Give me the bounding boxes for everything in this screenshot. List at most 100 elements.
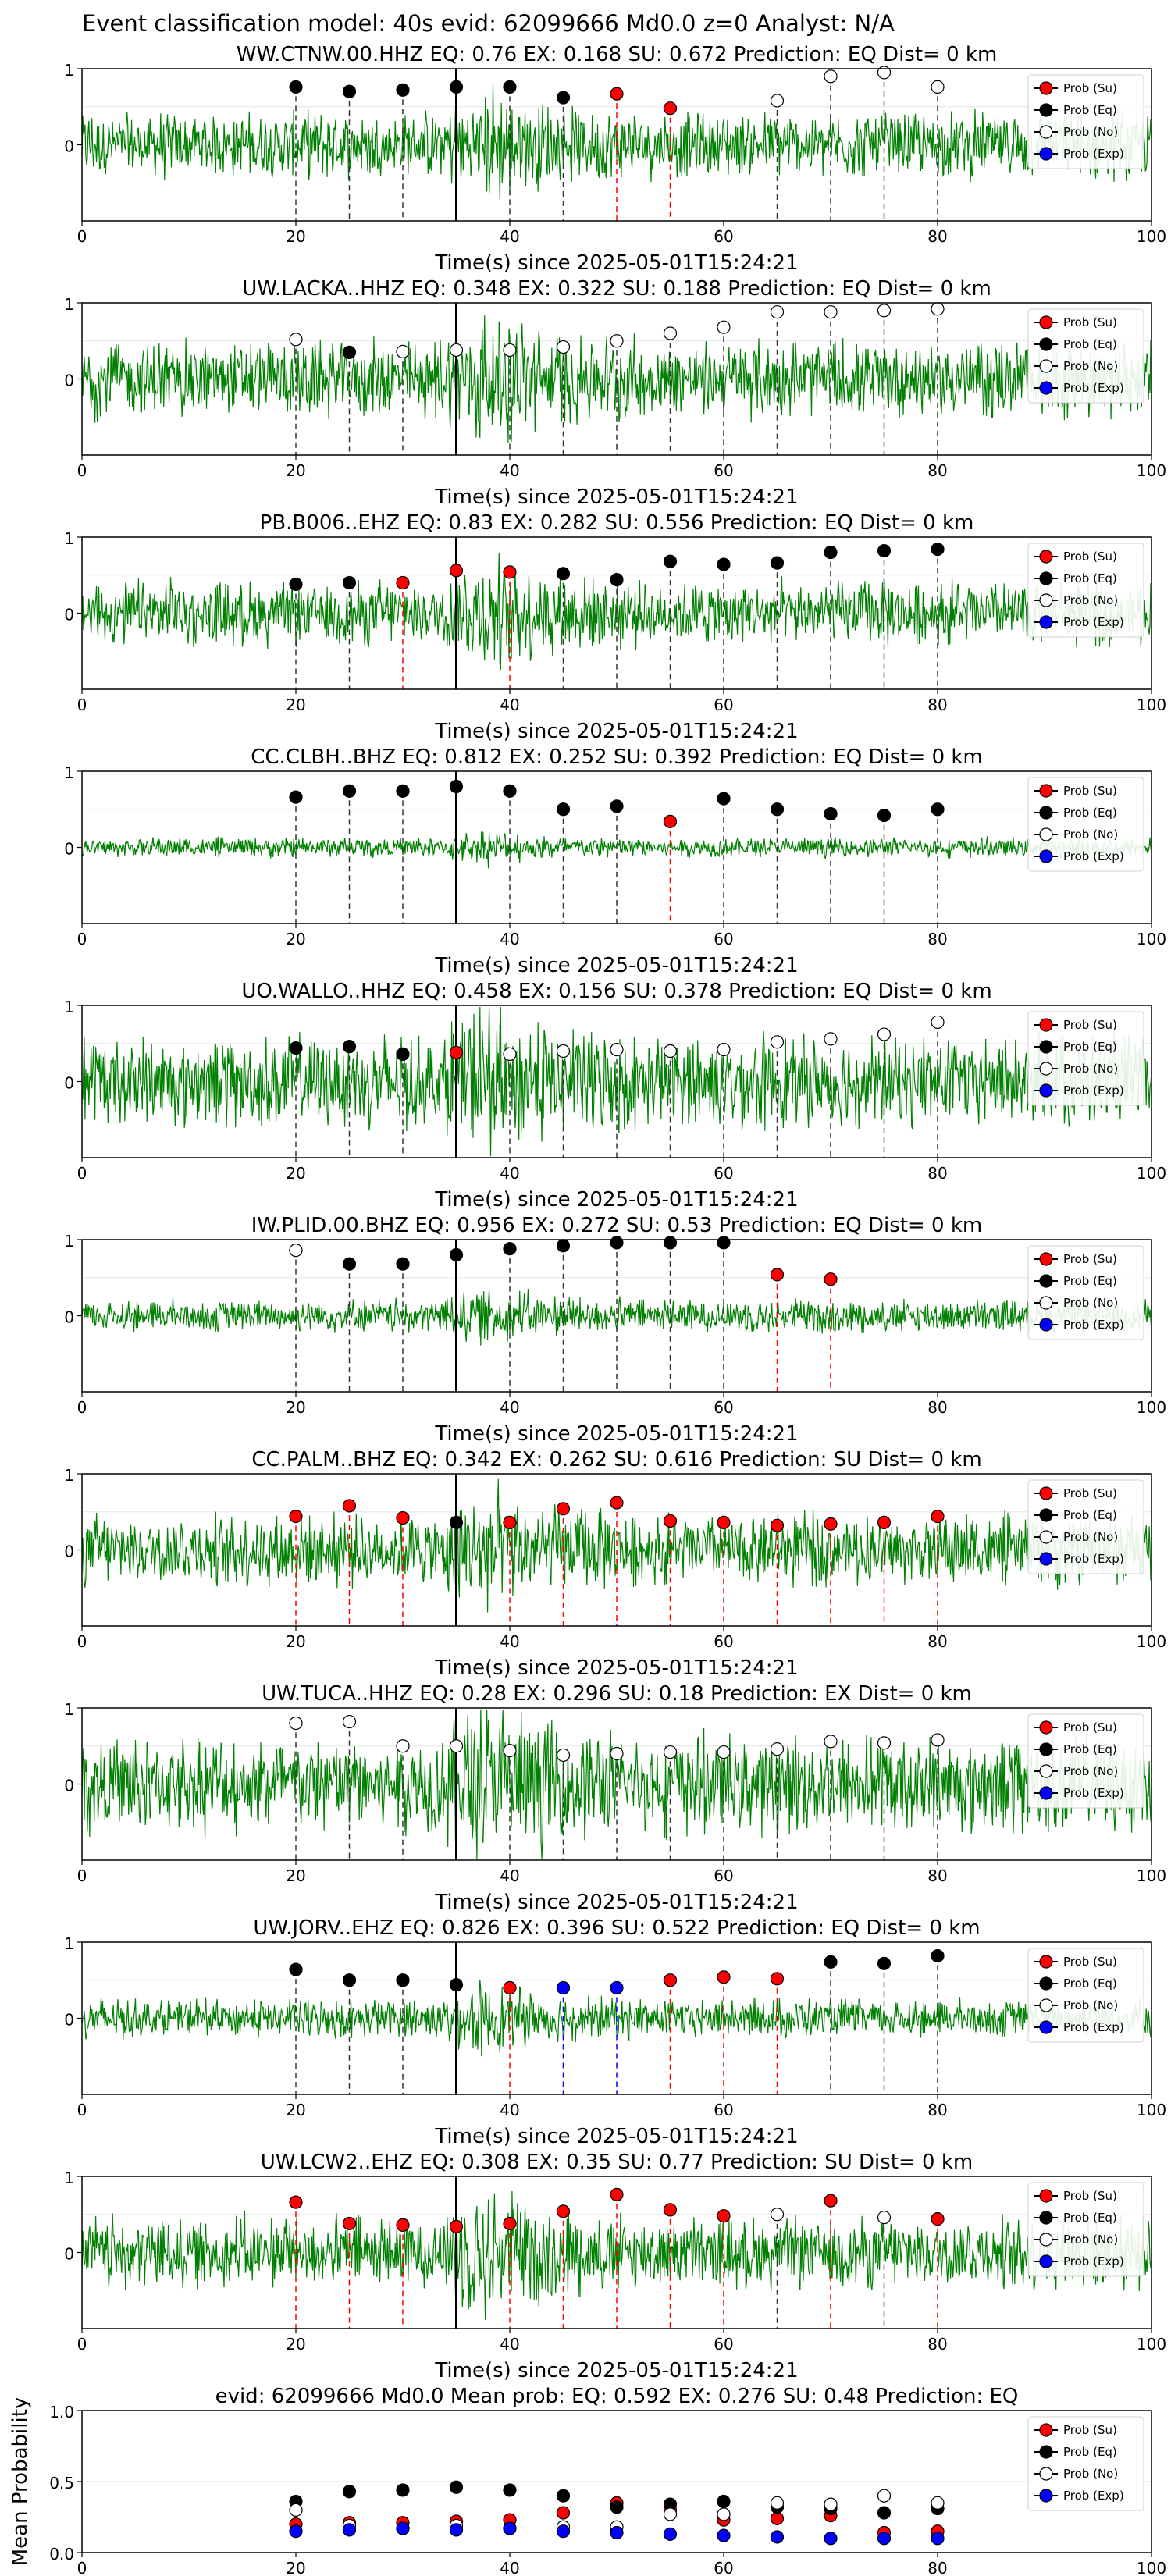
prob-marker-no <box>824 69 838 84</box>
x-tick-label: 80 <box>927 1632 947 1651</box>
panel-1: WW.CTNW.00.HHZ EQ: 0.76 EX: 0.168 SU: 0.… <box>64 43 1166 275</box>
y-tick-label: 0 <box>64 1777 74 1795</box>
mean-marker-no <box>824 2497 838 2511</box>
legend-marker <box>1039 1486 1053 1500</box>
panel-4: CC.CLBH..BHZ EQ: 0.812 EX: 0.252 SU: 0.3… <box>64 745 1166 977</box>
legend-label: Prob (Exp) <box>1063 147 1124 161</box>
prob-marker-eq <box>449 80 464 94</box>
x-axis-label: Time(s) since 2025-05-01T15:24:21 <box>434 486 798 509</box>
x-axis-label: Time(s) since 2025-05-01T15:24:21 <box>434 720 798 743</box>
panel-title: UO.WALLO..HHZ EQ: 0.458 EX: 0.156 SU: 0.… <box>241 980 991 1003</box>
legend-marker <box>1039 1083 1053 1098</box>
x-tick-label: 20 <box>286 1164 305 1183</box>
prob-marker-no <box>503 1744 517 1758</box>
legend-marker <box>1039 849 1053 863</box>
prob-marker-no <box>877 66 892 80</box>
legend-marker <box>1039 1786 1053 1800</box>
panel-3: PB.B006..EHZ EQ: 0.83 EX: 0.282 SU: 0.55… <box>64 511 1166 743</box>
legend-label: Prob (Su) <box>1063 2423 1117 2437</box>
x-tick-label: 80 <box>927 2101 947 2119</box>
legend-label: Prob (Exp) <box>1063 2489 1124 2503</box>
prob-marker-su <box>342 2216 357 2231</box>
prob-marker-su <box>610 2187 624 2201</box>
mean-marker-eq <box>503 2483 517 2497</box>
legend-label: Prob (Exp) <box>1063 381 1124 395</box>
x-tick-label: 80 <box>927 930 947 948</box>
x-tick-label: 0 <box>77 930 87 948</box>
prob-marker-no <box>663 1044 678 1059</box>
x-tick-label: 0 <box>77 461 87 480</box>
panel-title: UW.TUCA..HHZ EQ: 0.28 EX: 0.296 SU: 0.18… <box>262 1682 972 1706</box>
legend-label: Prob (No) <box>1063 125 1118 139</box>
x-tick-label: 60 <box>714 461 733 480</box>
legend-marker <box>1039 1764 1053 1778</box>
prob-marker-no <box>289 1244 303 1258</box>
legend-marker <box>1039 1062 1053 1076</box>
prob-marker-eq <box>449 1978 464 1992</box>
x-tick-label: 20 <box>286 1398 305 1417</box>
y-tick-label: 0.5 <box>49 2474 74 2492</box>
x-tick-label: 80 <box>927 227 947 246</box>
legend-box <box>1027 2416 1144 2511</box>
prob-marker-eq <box>289 790 303 804</box>
panel-10: UW.LCW2..EHZ EQ: 0.308 EX: 0.35 SU: 0.77… <box>64 2151 1166 2382</box>
x-tick-label: 40 <box>500 1398 519 1417</box>
legend-marker <box>1039 2423 1053 2437</box>
x-tick-label: 20 <box>286 1632 305 1651</box>
mean-marker-eq <box>556 2489 571 2503</box>
legend-marker <box>1039 315 1053 329</box>
prob-marker-eq <box>770 802 785 817</box>
prob-marker-no <box>396 344 410 358</box>
prob-marker-eq <box>289 577 303 592</box>
legend-marker <box>1039 2489 1053 2503</box>
x-tick-label: 100 <box>1137 930 1166 948</box>
prob-marker-eq <box>396 83 410 97</box>
prob-marker-eq <box>289 1041 303 1055</box>
legend-marker <box>1039 784 1053 798</box>
x-tick-label: 40 <box>500 930 519 948</box>
prob-marker-su <box>824 1272 838 1286</box>
prob-marker-no <box>717 320 731 334</box>
prob-marker-no <box>770 2208 785 2222</box>
mean-marker-su <box>770 2511 785 2525</box>
legend-label: Prob (Su) <box>1063 1018 1117 1032</box>
prob-marker-eq <box>663 1236 678 1250</box>
prob-marker-eq <box>449 1247 464 1262</box>
x-tick-label: 60 <box>714 2559 733 2576</box>
prob-marker-su <box>610 1496 624 1510</box>
y-axis-label: Mean Probability <box>9 2397 32 2567</box>
legend-label: Prob (Eq) <box>1063 1742 1117 1756</box>
y-tick-label: 0 <box>64 606 74 624</box>
legend-label: Prob (Exp) <box>1063 849 1124 863</box>
mean-marker-eq <box>877 2506 892 2520</box>
mean-marker-no <box>289 2503 303 2517</box>
x-tick-label: 20 <box>286 227 305 246</box>
x-tick-label: 60 <box>714 1632 733 1651</box>
x-tick-label: 20 <box>286 461 305 480</box>
legend-label: Prob (No) <box>1063 593 1118 607</box>
prob-marker-su <box>610 87 624 101</box>
prob-marker-eq <box>396 784 410 798</box>
prob-marker-no <box>663 326 678 340</box>
prob-marker-su <box>503 1980 517 1995</box>
x-tick-label: 0 <box>77 1164 87 1183</box>
legend-marker <box>1039 2467 1053 2481</box>
x-tick-label: 20 <box>286 930 305 948</box>
x-tick-label: 0 <box>77 696 87 714</box>
prob-marker-eq <box>877 808 892 823</box>
x-axis-label: Time(s) since 2025-05-01T15:24:21 <box>434 1891 798 1914</box>
prob-marker-su <box>289 2195 303 2209</box>
prob-marker-su <box>449 2219 464 2233</box>
y-tick-label: 0 <box>64 1542 74 1561</box>
y-tick-label: 0 <box>64 137 74 156</box>
prob-marker-eq <box>503 784 517 798</box>
legend-label: Prob (No) <box>1063 1998 1118 2012</box>
mean-marker-exp <box>663 2527 678 2541</box>
legend-marker <box>1039 550 1053 564</box>
prob-marker-su <box>396 1510 410 1525</box>
legend-marker <box>1039 2445 1053 2459</box>
panel-title: UW.JORV..EHZ EQ: 0.826 EX: 0.396 SU: 0.5… <box>253 1916 980 1940</box>
prob-marker-eq <box>610 799 624 813</box>
